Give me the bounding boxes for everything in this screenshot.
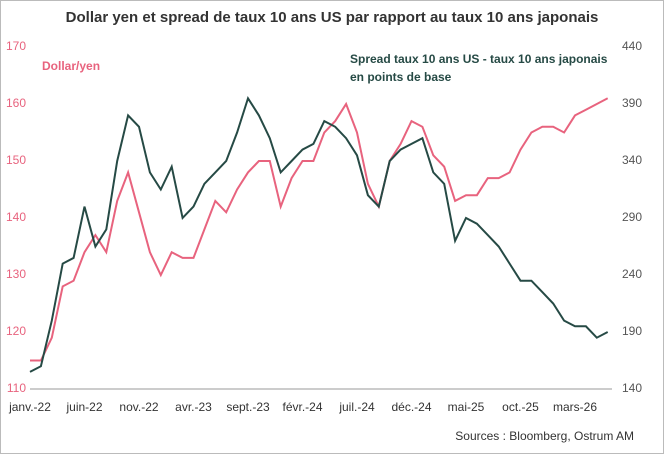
legend-label: Dollar/yen xyxy=(42,59,100,73)
series-line xyxy=(30,97,609,362)
y-tick-label: 130 xyxy=(6,267,26,281)
x-tick-label: nov.-22 xyxy=(119,400,158,414)
source: Sources : Bloomberg, Ostrum AM xyxy=(455,429,634,443)
x-tick-label: sept.-23 xyxy=(226,400,270,414)
x-tick-label: févr.-24 xyxy=(282,400,322,414)
y-tick-label: 160 xyxy=(6,96,26,110)
y2-tick-label: 440 xyxy=(622,39,642,53)
y-tick-label: 170 xyxy=(6,39,26,53)
y2-tick-label: 340 xyxy=(622,153,642,167)
series-line xyxy=(29,95,609,373)
x-tick-label: janv.-22 xyxy=(8,400,51,414)
x-tick-label: juil.-24 xyxy=(338,400,375,414)
x-tick-label: mai-25 xyxy=(448,400,485,414)
legend-label: en points de base xyxy=(350,70,452,84)
y-tick-label: 140 xyxy=(6,210,26,224)
y2-tick-label: 290 xyxy=(622,210,642,224)
y-tick-label: 150 xyxy=(6,153,26,167)
y2-tick-label: 240 xyxy=(622,267,642,281)
x-tick-label: avr.-23 xyxy=(175,400,212,414)
chart-title: Dollar yen et spread de taux 10 ans US p… xyxy=(66,9,599,26)
y2-tick-label: 140 xyxy=(622,381,642,395)
y-tick-label: 110 xyxy=(7,381,26,395)
y-tick-label: 120 xyxy=(6,324,26,338)
x-tick-label: mars-26 xyxy=(553,400,597,414)
x-tick-label: juin-22 xyxy=(65,400,102,414)
y2-tick-label: 390 xyxy=(622,96,642,110)
x-tick-label: déc.-24 xyxy=(391,400,431,414)
x-tick-label: oct.-25 xyxy=(502,400,539,414)
y2-tick-label: 190 xyxy=(622,324,642,338)
legend-label: Spread taux 10 ans US - taux 10 ans japo… xyxy=(350,52,608,66)
